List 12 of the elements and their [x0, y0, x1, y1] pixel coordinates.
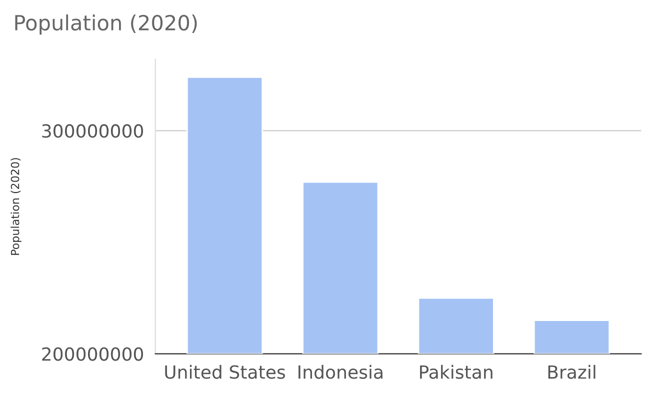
x-tick-label: Indonesia	[298, 364, 382, 379]
bar	[533, 320, 610, 354]
y-tick-label: 200000000	[42, 347, 144, 361]
x-tick-label: United States	[165, 364, 285, 379]
bar	[418, 297, 494, 354]
y-tick-label: 300000000	[42, 124, 144, 138]
y-axis-title: Population (2020)	[10, 158, 22, 255]
chart-title: Population (2020)	[15, 14, 197, 35]
bar	[302, 181, 379, 354]
x-tick-label: Brazil	[548, 364, 596, 379]
x-tick-label: Pakistan	[420, 364, 492, 379]
bar	[186, 76, 264, 354]
